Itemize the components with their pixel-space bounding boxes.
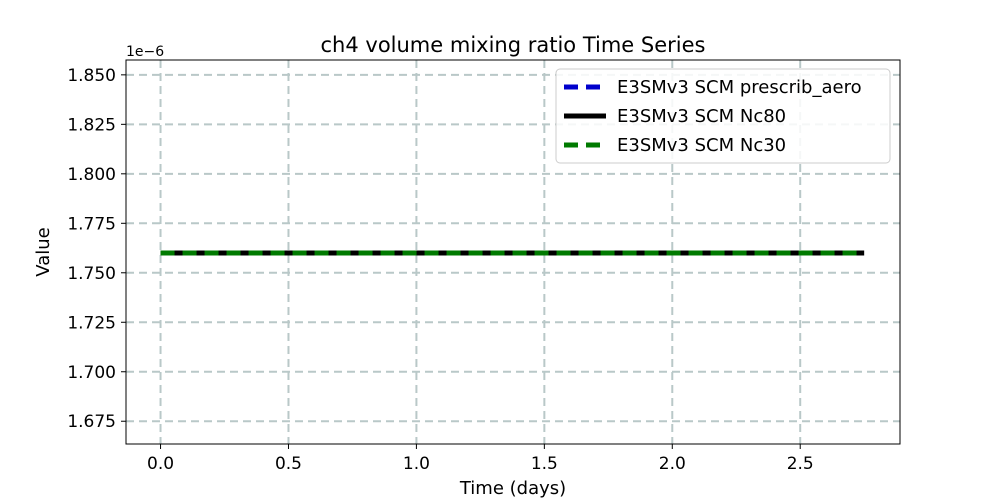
legend: E3SMv3 SCM prescrib_aero E3SMv3 SCM Nc80… bbox=[555, 68, 891, 164]
y-tick-label: 1.775 bbox=[67, 214, 116, 234]
y-tick-label: 1.700 bbox=[67, 363, 116, 383]
x-tick-label: 0.5 bbox=[275, 454, 302, 474]
legend-label-prescrib-aero: E3SMv3 SCM prescrib_aero bbox=[617, 77, 862, 98]
legend-label-nc80: E3SMv3 SCM Nc80 bbox=[617, 106, 786, 127]
plot-frame bbox=[125, 59, 901, 445]
x-axis-ticks: 0.0 0.5 1.0 1.5 2.0 2.5 bbox=[147, 444, 814, 474]
x-tick-label: 1.5 bbox=[531, 454, 558, 474]
y-tick-label: 1.825 bbox=[67, 115, 116, 135]
y-tick-label: 1.800 bbox=[67, 165, 116, 185]
x-axis-title: Time (days) bbox=[459, 478, 566, 499]
x-tick-label: 0.0 bbox=[147, 454, 174, 474]
y-axis-ticks: 1.675 1.700 1.725 1.750 1.775 1.800 1.825 1.850 bbox=[67, 66, 126, 432]
x-tick-label: 2.5 bbox=[787, 454, 814, 474]
y-tick-label: 1.675 bbox=[67, 412, 116, 432]
x-tick-label: 2.0 bbox=[659, 454, 686, 474]
legend-box bbox=[555, 68, 891, 164]
y-tick-label: 1.850 bbox=[67, 66, 116, 86]
y-tick-label: 1.750 bbox=[67, 264, 116, 284]
legend-label-nc30: E3SMv3 SCM Nc30 bbox=[617, 135, 786, 156]
y-tick-label: 1.725 bbox=[67, 313, 116, 333]
x-gridlines bbox=[159, 60, 802, 444]
x-tick-label: 1.0 bbox=[403, 454, 430, 474]
chart-title: ch4 volume mixing ratio Time Series bbox=[321, 33, 706, 57]
y-axis-title: Value bbox=[33, 227, 54, 276]
y-axis-offset-text: 1e−6 bbox=[126, 44, 164, 60]
